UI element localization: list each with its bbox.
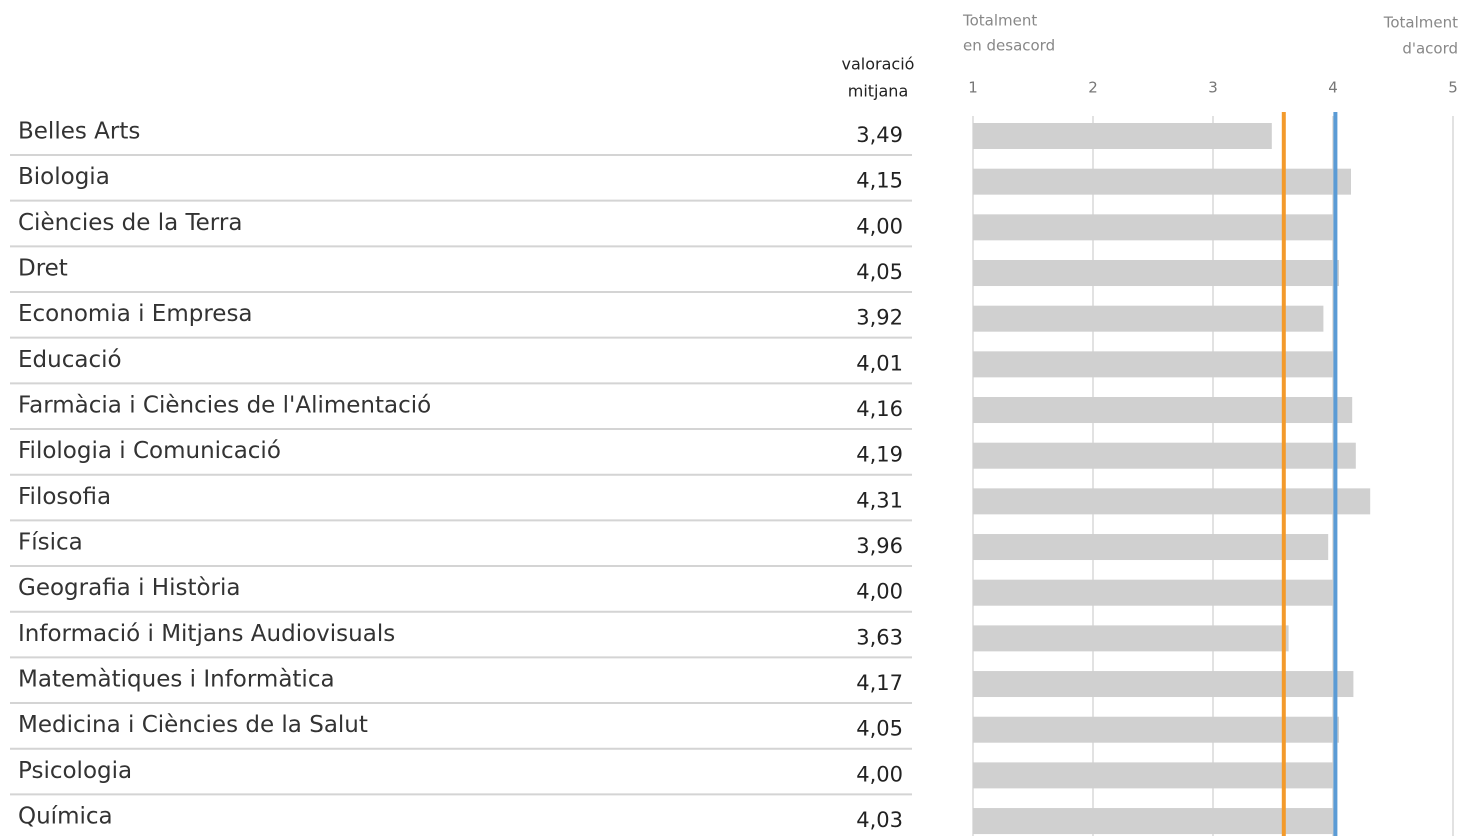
value-label: 4,16 — [856, 397, 903, 421]
value-label: 3,63 — [856, 625, 903, 649]
value-header: mitjana — [848, 82, 909, 101]
category-label: Economia i Empresa — [18, 301, 253, 327]
bar — [973, 397, 1353, 424]
x-tick-label: 2 — [1088, 79, 1098, 97]
category-label: Matemàtiques i Informàtica — [18, 667, 335, 693]
category-label: Biologia — [18, 164, 110, 190]
category-label: Educació — [18, 347, 122, 373]
scale-left-label: Totalment — [962, 12, 1037, 30]
category-label: Filosofia — [18, 484, 111, 510]
bar — [973, 762, 1333, 789]
category-label: Belles Arts — [18, 119, 140, 145]
value-label: 4,00 — [856, 580, 903, 604]
bar — [973, 671, 1354, 698]
value-label: 3,96 — [856, 534, 903, 558]
x-tick-label: 3 — [1208, 79, 1218, 97]
scale-right-label: d'acord — [1402, 40, 1458, 58]
bar — [973, 488, 1371, 515]
value-label: 4,17 — [856, 671, 903, 695]
bar — [973, 442, 1356, 469]
value-label: 3,92 — [856, 306, 903, 330]
bar — [973, 534, 1329, 561]
category-label: Informació i Mitjans Audiovisuals — [18, 621, 395, 647]
value-header: valoració — [842, 55, 915, 74]
bar — [973, 808, 1337, 835]
value-label: 4,01 — [856, 351, 903, 375]
bar — [973, 168, 1351, 195]
x-tick-label: 1 — [968, 79, 978, 97]
value-label: 4,03 — [856, 808, 903, 832]
bar — [973, 305, 1324, 332]
category-label: Dret — [18, 256, 68, 282]
value-label: 4,31 — [856, 488, 903, 512]
value-label: 4,05 — [856, 717, 903, 741]
scale-left-label: en desacord — [963, 37, 1055, 55]
x-tick-label: 4 — [1328, 79, 1338, 97]
bar — [973, 716, 1339, 743]
value-label: 4,00 — [856, 762, 903, 786]
category-label: Geografia i Història — [18, 575, 241, 601]
x-tick-label: 5 — [1448, 79, 1458, 97]
scale-right-label: Totalment — [1383, 14, 1458, 32]
category-label: Medicina i Ciències de la Salut — [18, 712, 368, 738]
value-label: 4,15 — [856, 169, 903, 193]
value-label: 4,00 — [856, 214, 903, 238]
category-label: Farmàcia i Ciències de l'Alimentació — [18, 393, 431, 419]
bar — [973, 260, 1339, 287]
category-label: Física — [18, 530, 83, 556]
value-label: 4,05 — [856, 260, 903, 284]
category-label: Psicologia — [18, 758, 132, 784]
bar — [973, 123, 1272, 149]
category-label: Química — [18, 804, 113, 830]
bar — [973, 625, 1289, 652]
bar — [973, 579, 1333, 606]
category-label: Ciències de la Terra — [18, 210, 242, 236]
category-label: Filologia i Comunicació — [18, 438, 281, 464]
value-label: 3,49 — [856, 123, 903, 147]
bar — [973, 351, 1335, 378]
value-label: 4,19 — [856, 443, 903, 467]
bar — [973, 214, 1333, 241]
